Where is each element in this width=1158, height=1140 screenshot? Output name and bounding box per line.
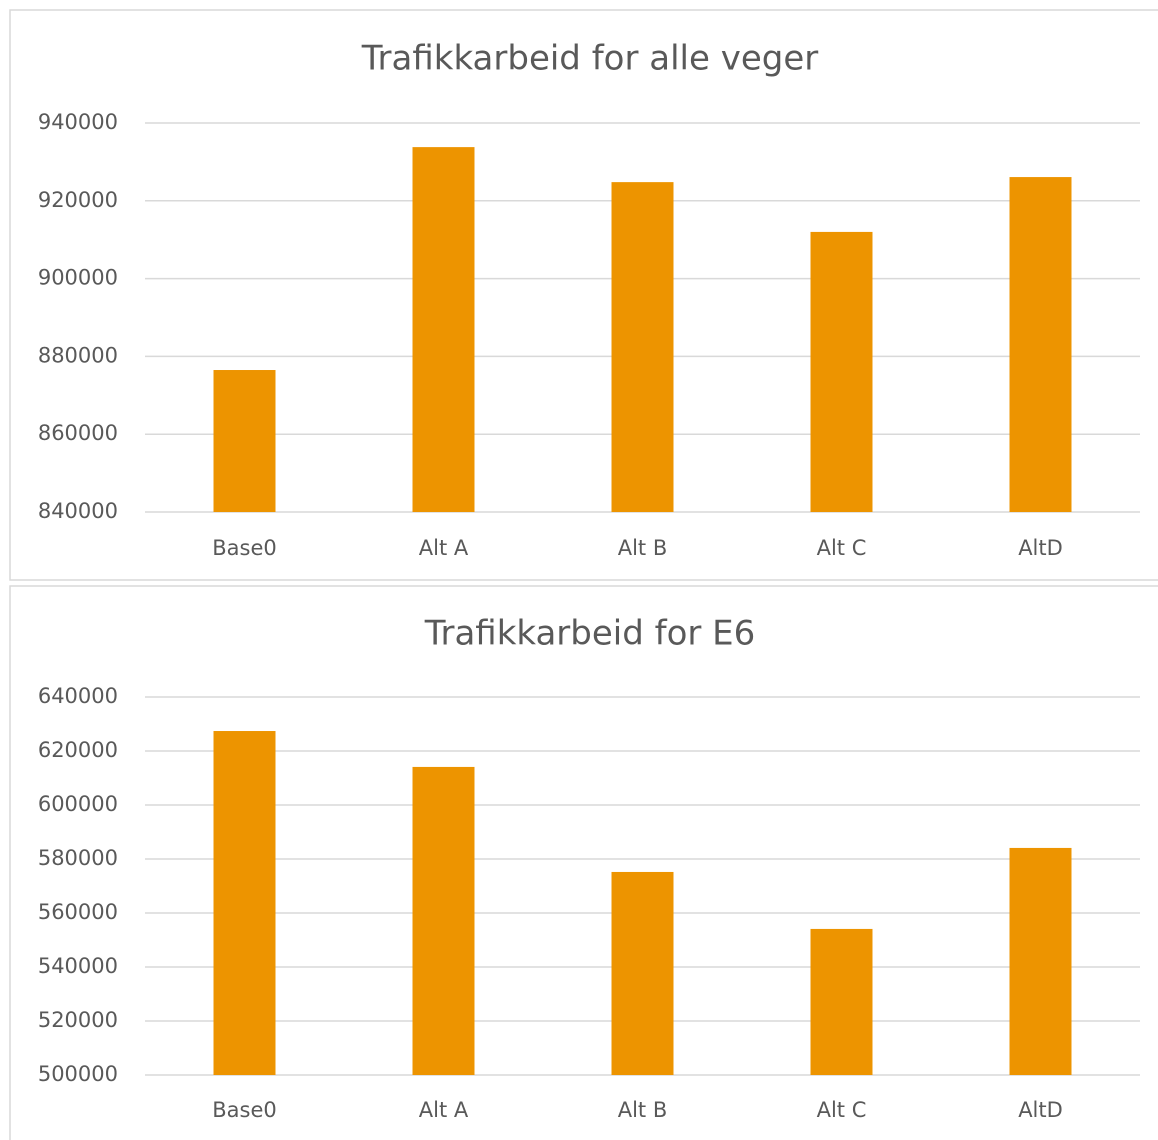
bar xyxy=(611,182,674,513)
y-tick-label: 540000 xyxy=(38,954,118,978)
panel-border xyxy=(9,585,1158,1140)
y-tick-label: 860000 xyxy=(38,421,118,445)
bar xyxy=(611,871,674,1075)
x-tick-label: Alt A xyxy=(419,1098,469,1122)
x-tick-label: Base0 xyxy=(212,1098,277,1122)
y-tick-label: 520000 xyxy=(38,1008,118,1032)
bar xyxy=(213,731,276,1075)
x-tick-label: Alt C xyxy=(817,536,867,560)
x-tick-label: AltD xyxy=(1018,536,1063,560)
y-tick-label: 900000 xyxy=(38,266,118,290)
y-tick-label: 600000 xyxy=(38,792,118,816)
x-tick-label: AltD xyxy=(1018,1098,1063,1122)
bar xyxy=(1009,847,1072,1075)
bar xyxy=(810,231,873,513)
bar xyxy=(1009,177,1072,513)
y-tick-label: 920000 xyxy=(38,188,118,212)
y-tick-label: 500000 xyxy=(38,1062,118,1086)
x-tick-label: Base0 xyxy=(212,536,277,560)
y-tick-label: 940000 xyxy=(38,110,118,134)
y-tick-label: 580000 xyxy=(38,846,118,870)
bar xyxy=(213,370,276,512)
chart-title: Trafikkarbeid for E6 xyxy=(424,614,756,654)
bar xyxy=(810,928,873,1075)
y-tick-label: 880000 xyxy=(38,343,118,367)
x-tick-label: Alt C xyxy=(817,1098,867,1122)
bar xyxy=(412,766,475,1075)
x-tick-label: Alt A xyxy=(419,536,469,560)
y-tick-label: 840000 xyxy=(38,499,118,523)
y-tick-label: 640000 xyxy=(38,684,118,708)
y-tick-label: 560000 xyxy=(38,900,118,924)
x-tick-label: Alt B xyxy=(618,536,668,560)
chart-title: Trafikkarbeid for alle veger xyxy=(361,39,818,79)
y-tick-label: 620000 xyxy=(38,738,118,762)
x-tick-label: Alt B xyxy=(618,1098,668,1122)
bar xyxy=(412,147,475,513)
panel-border xyxy=(9,9,1158,581)
